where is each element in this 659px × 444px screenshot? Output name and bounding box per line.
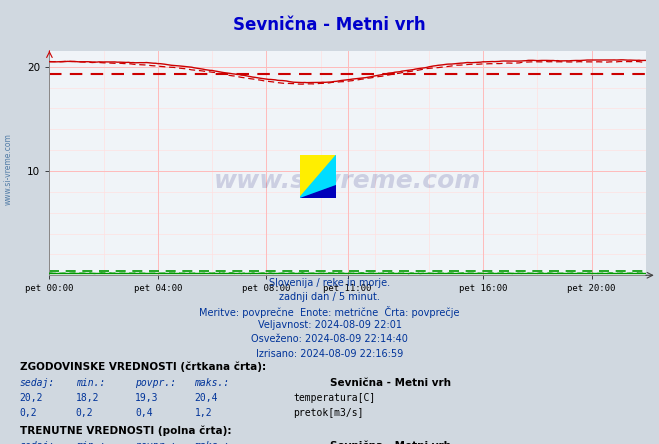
Text: www.si-vreme.com: www.si-vreme.com — [3, 133, 13, 205]
Text: ZGODOVINSKE VREDNOSTI (črtkana črta):: ZGODOVINSKE VREDNOSTI (črtkana črta): — [20, 362, 266, 373]
Text: zadnji dan / 5 minut.: zadnji dan / 5 minut. — [279, 292, 380, 302]
Text: maks.:: maks.: — [194, 441, 229, 444]
Text: pretok[m3/s]: pretok[m3/s] — [293, 408, 364, 417]
Polygon shape — [300, 185, 336, 198]
Text: Osveženo: 2024-08-09 22:14:40: Osveženo: 2024-08-09 22:14:40 — [251, 334, 408, 345]
Text: Sevnična - Metni vrh: Sevnična - Metni vrh — [330, 378, 451, 388]
Text: Slovenija / reke in morje.: Slovenija / reke in morje. — [269, 278, 390, 288]
Text: 0,4: 0,4 — [135, 408, 153, 417]
Polygon shape — [300, 176, 336, 198]
Text: Sevnična - Metni vrh: Sevnična - Metni vrh — [233, 16, 426, 34]
Text: 18,2: 18,2 — [76, 393, 100, 403]
Text: 19,3: 19,3 — [135, 393, 159, 403]
Text: www.si-vreme.com: www.si-vreme.com — [214, 169, 481, 193]
Text: maks.:: maks.: — [194, 378, 229, 388]
Text: min.:: min.: — [76, 441, 105, 444]
Text: sedaj:: sedaj: — [20, 378, 55, 388]
Polygon shape — [300, 155, 336, 198]
Text: 0,2: 0,2 — [76, 408, 94, 417]
Text: min.:: min.: — [76, 378, 105, 388]
Polygon shape — [300, 155, 336, 198]
Text: povpr.:: povpr.: — [135, 441, 176, 444]
Text: povpr.:: povpr.: — [135, 378, 176, 388]
Text: Meritve: povprečne  Enote: metrične  Črta: povprečje: Meritve: povprečne Enote: metrične Črta:… — [199, 306, 460, 318]
Text: sedaj:: sedaj: — [20, 441, 55, 444]
Polygon shape — [300, 155, 336, 176]
Text: 20,4: 20,4 — [194, 393, 218, 403]
Polygon shape — [318, 176, 336, 198]
Text: 1,2: 1,2 — [194, 408, 212, 417]
Text: Veljavnost: 2024-08-09 22:01: Veljavnost: 2024-08-09 22:01 — [258, 320, 401, 330]
Text: 0,2: 0,2 — [20, 408, 38, 417]
Text: 20,2: 20,2 — [20, 393, 43, 403]
Text: TRENUTNE VREDNOSTI (polna črta):: TRENUTNE VREDNOSTI (polna črta): — [20, 425, 231, 436]
Text: temperatura[C]: temperatura[C] — [293, 393, 376, 403]
Text: Izrisano: 2024-08-09 22:16:59: Izrisano: 2024-08-09 22:16:59 — [256, 349, 403, 359]
Text: Sevnična - Metni vrh: Sevnična - Metni vrh — [330, 441, 451, 444]
Polygon shape — [300, 155, 336, 198]
